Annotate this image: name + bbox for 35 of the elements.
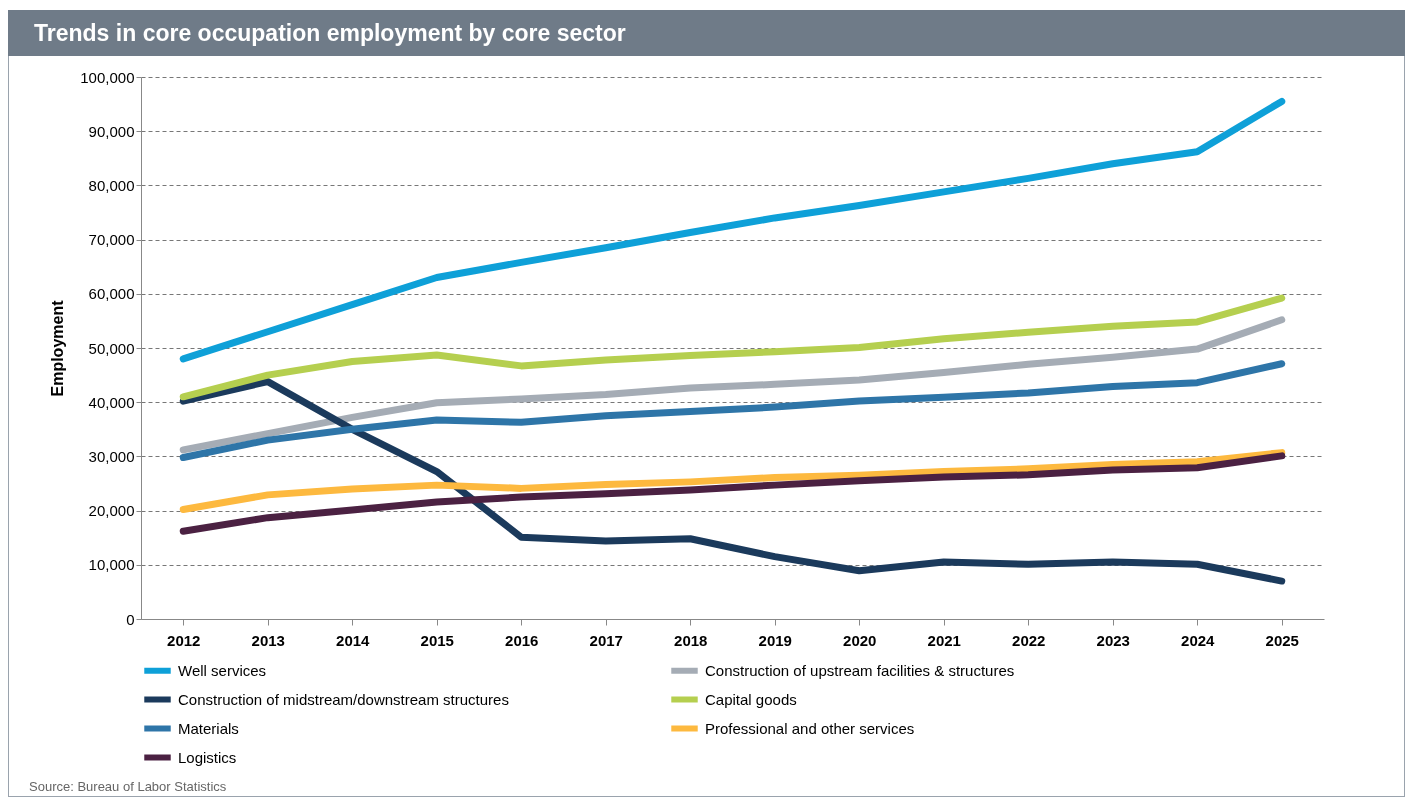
x-tick-label: 2015 (420, 631, 454, 649)
x-tick-label: 2016 (505, 631, 539, 649)
x-tick-label: 2019 (758, 631, 792, 649)
legend-label: Construction of midstream/downstream structures (178, 690, 509, 708)
y-tick-label: 30,000 (88, 447, 135, 465)
y-tick-label: 40,000 (88, 393, 135, 411)
legend-label: Well services (178, 661, 267, 679)
x-tick-label: 2023 (1096, 631, 1130, 649)
legend-label: Capital goods (705, 690, 797, 708)
y-tick-label: 0 (126, 610, 135, 628)
y-tick-label: 70,000 (88, 231, 135, 249)
y-tick-label: 80,000 (88, 176, 135, 194)
x-tick-label: 2020 (843, 631, 877, 649)
legend-label: Logistics (178, 748, 237, 766)
legend-label: Professional and other services (705, 719, 915, 737)
x-tick-label: 2024 (1181, 631, 1216, 649)
legend-label: Materials (178, 719, 239, 737)
source-note: Source: Bureau of Labor Statistics (29, 779, 227, 794)
y-tick-label: 60,000 (88, 285, 135, 303)
chart-title: Trends in core occupation employment by core sector (8, 10, 1405, 56)
y-tick-label: 20,000 (88, 502, 135, 520)
y-axis-title: Employment (49, 299, 67, 397)
y-tick-label: 10,000 (88, 556, 135, 574)
x-tick-label: 2025 (1265, 631, 1299, 649)
x-tick-label: 2018 (674, 631, 708, 649)
legend-label: Construction of upstream facilities & structures (705, 661, 1015, 679)
x-tick-label: 2013 (251, 631, 285, 649)
x-tick-label: 2022 (1012, 631, 1046, 649)
x-tick-label: 2017 (589, 631, 623, 649)
y-tick-label: 90,000 (88, 122, 135, 140)
y-tick-label: 50,000 (88, 339, 135, 357)
x-tick-label: 2014 (336, 631, 371, 649)
x-tick-label: 2012 (167, 631, 201, 649)
y-tick-label: 100,000 (80, 68, 135, 86)
x-tick-label: 2021 (927, 631, 961, 649)
